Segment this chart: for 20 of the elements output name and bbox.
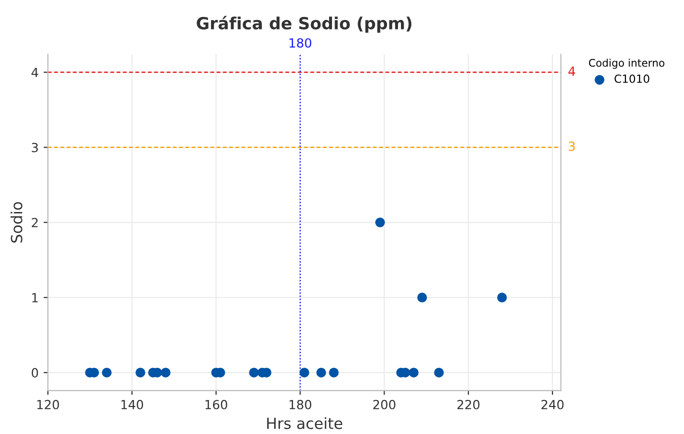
- x-axis-title: Hrs aceite: [267, 417, 342, 430]
- y-tick-label: 1: [32, 293, 38, 302]
- x-tick-label: 140: [121, 400, 144, 410]
- x-tick-label: 200: [373, 400, 396, 410]
- legend-title: Codigo interno: [588, 58, 664, 69]
- chart-title: Gráfica de Sodio (ppm): [196, 16, 412, 33]
- ref-line-label: 4: [568, 66, 576, 76]
- y-tick-label: 4: [32, 68, 38, 78]
- y-tick-label: 0: [32, 368, 38, 378]
- y-axis-title: Sodio: [10, 202, 22, 243]
- ref-line-label: 3: [568, 142, 575, 151]
- ref-line-label: 180: [290, 38, 312, 48]
- x-tick-label: 240: [541, 400, 564, 410]
- x-tick-label: 120: [37, 400, 59, 410]
- y-tick-label: 2: [32, 218, 38, 228]
- x-tick-label: 220: [457, 400, 480, 410]
- x-tick-label: 160: [206, 400, 228, 410]
- y-tick-label: 3: [32, 142, 38, 152]
- x-tick-label: 180: [290, 400, 312, 410]
- legend-label: C1010: [614, 74, 650, 83]
